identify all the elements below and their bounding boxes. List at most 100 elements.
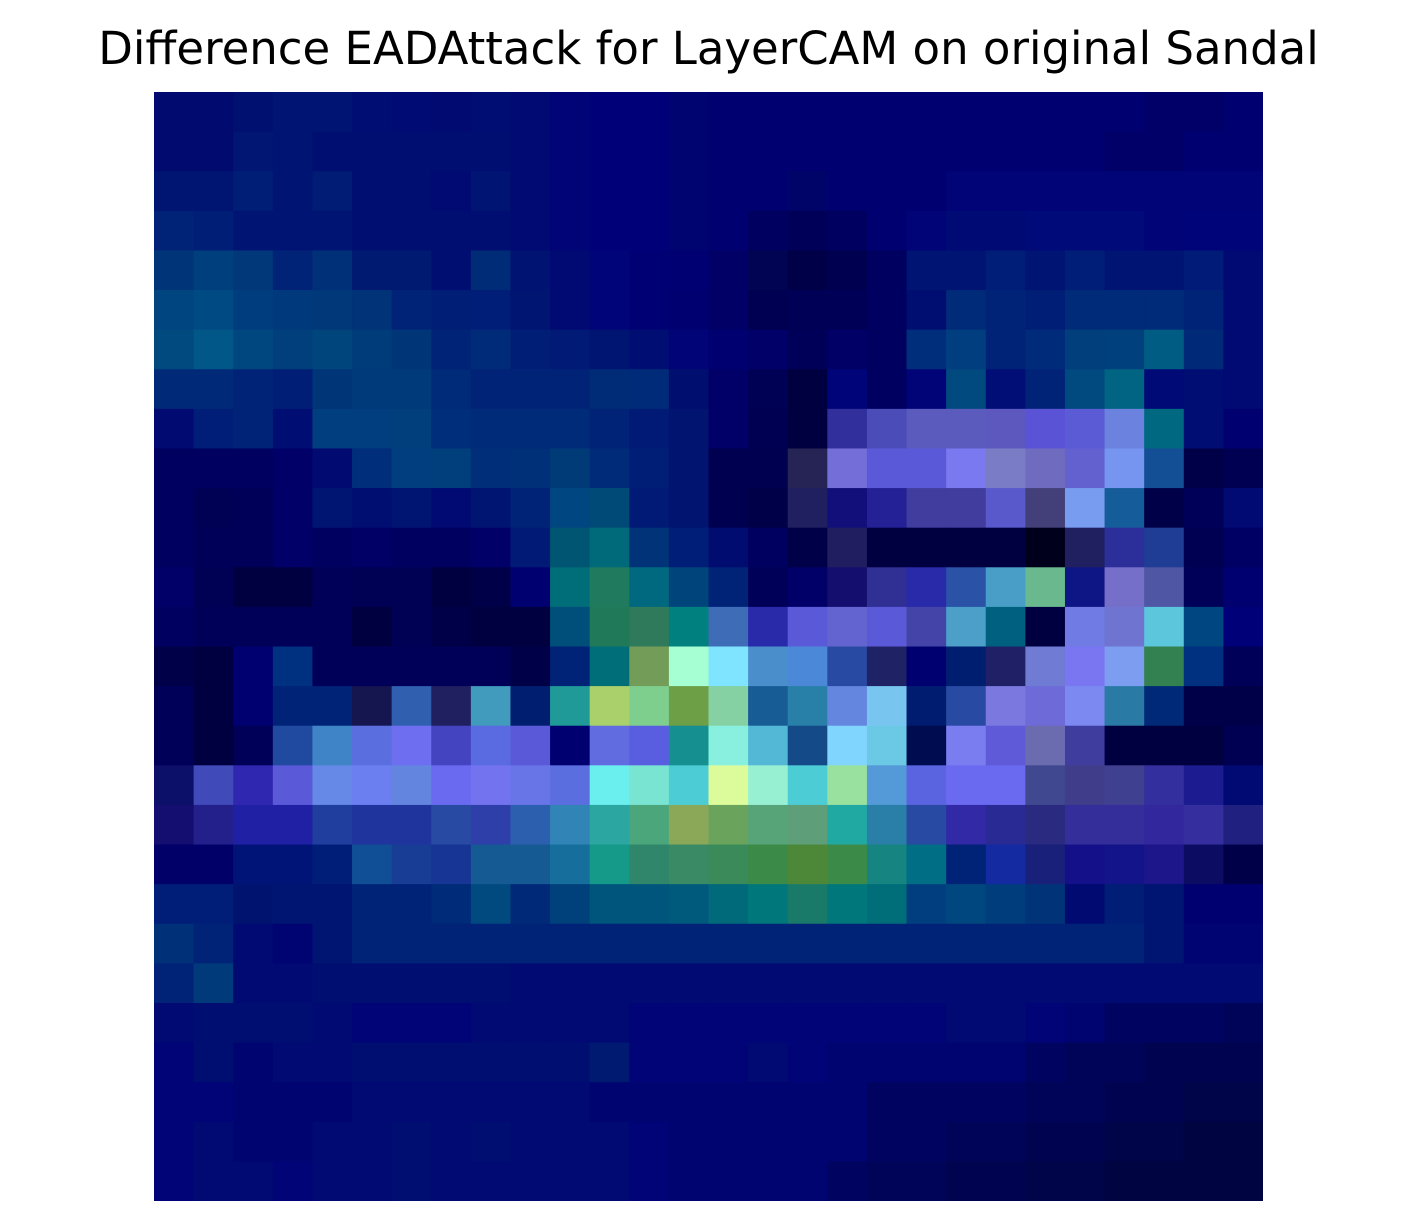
heatmap-cell <box>312 1121 353 1162</box>
heatmap-cell <box>312 1042 353 1083</box>
heatmap-cell <box>589 646 630 687</box>
heatmap-cell <box>233 92 274 133</box>
heatmap-cell <box>550 171 591 212</box>
heatmap-cell <box>946 369 987 410</box>
heatmap-cell <box>352 765 393 806</box>
heatmap-cell <box>193 686 234 727</box>
heatmap-cell <box>1025 250 1066 291</box>
heatmap-cell <box>272 171 314 212</box>
heatmap-cell <box>391 488 432 529</box>
heatmap-cell <box>550 1082 591 1123</box>
heatmap-cell <box>668 567 710 608</box>
heatmap-cell <box>1104 488 1145 529</box>
heatmap-cell <box>510 250 551 291</box>
heatmap-cell <box>1144 804 1185 846</box>
heatmap-cell <box>906 329 947 370</box>
heatmap-cell <box>1025 646 1066 687</box>
heatmap-cell <box>589 686 630 727</box>
heatmap-cell <box>866 171 908 212</box>
heatmap-cell <box>154 1082 195 1123</box>
heatmap-cell <box>550 963 591 1004</box>
heatmap-cell <box>787 488 828 529</box>
heatmap-cell <box>312 923 353 964</box>
heatmap-cell <box>391 686 432 727</box>
heatmap-cell <box>1183 1082 1224 1123</box>
heatmap-cell <box>352 1121 393 1162</box>
heatmap-cell <box>748 171 789 212</box>
heatmap-cell <box>1064 765 1106 806</box>
heatmap-cell <box>470 171 512 212</box>
heatmap-cell <box>906 606 947 648</box>
heatmap-cell <box>272 448 314 489</box>
layercam-difference-heatmap-image <box>154 92 1263 1201</box>
heatmap-cell <box>470 606 512 648</box>
heatmap-cell <box>233 290 274 331</box>
heatmap-cell <box>193 884 234 925</box>
heatmap-cell <box>154 1042 195 1083</box>
heatmap-cell <box>510 765 551 806</box>
heatmap-cell <box>1104 686 1145 727</box>
heatmap-cell <box>154 369 195 410</box>
heatmap-cell <box>1183 884 1224 925</box>
heatmap-cell <box>391 646 432 687</box>
heatmap-cell <box>946 884 987 925</box>
heatmap-cell <box>233 963 274 1004</box>
heatmap-cell <box>787 923 828 964</box>
heatmap-cell <box>550 606 591 648</box>
heatmap-cell <box>431 725 472 766</box>
heatmap-cell <box>391 606 432 648</box>
heatmap-cell <box>589 92 630 133</box>
heatmap-cell <box>629 527 670 568</box>
heatmap-cell <box>352 171 393 212</box>
heatmap-cell <box>470 765 512 806</box>
heatmap-cell <box>1025 606 1066 648</box>
heatmap-cell <box>708 329 749 370</box>
heatmap-cell <box>1144 448 1185 489</box>
heatmap-cell <box>1223 1082 1263 1123</box>
heatmap-cell <box>827 765 868 806</box>
heatmap-cell <box>193 606 234 648</box>
heatmap-cell <box>154 92 195 133</box>
heatmap-cell <box>1223 329 1263 370</box>
heatmap-cell <box>1223 408 1263 450</box>
heatmap-cell <box>352 646 393 687</box>
heatmap-cell <box>866 606 908 648</box>
heatmap-cell <box>154 408 195 450</box>
heatmap-cell <box>827 1082 868 1123</box>
heatmap-cell <box>193 1042 234 1083</box>
heatmap-cell <box>946 646 987 687</box>
heatmap-cell <box>787 567 828 608</box>
heatmap-cell <box>1025 804 1066 846</box>
heatmap-cell <box>233 329 274 370</box>
heatmap-cell <box>946 1121 987 1162</box>
heatmap-cell <box>1144 1121 1185 1162</box>
heatmap-cell <box>154 844 195 885</box>
heatmap-cell <box>312 606 353 648</box>
heatmap-cell <box>906 210 947 252</box>
heatmap-cell <box>748 408 789 450</box>
heatmap-cell <box>233 488 274 529</box>
heatmap-cell <box>629 408 670 450</box>
heatmap-cell <box>233 923 274 964</box>
heatmap-cell <box>1144 290 1185 331</box>
heatmap-cell <box>589 369 630 410</box>
heatmap-cell <box>1144 408 1185 450</box>
heatmap-cell <box>193 210 234 252</box>
heatmap-cell <box>748 131 789 172</box>
heatmap-cell <box>431 606 472 648</box>
heatmap-cell <box>1064 369 1106 410</box>
heatmap-cell <box>946 804 987 846</box>
heatmap-cell <box>431 567 472 608</box>
heatmap-cell <box>748 210 789 252</box>
heatmap-cell <box>1223 488 1263 529</box>
heatmap-cell <box>1223 131 1263 172</box>
heatmap-cell <box>272 92 314 133</box>
heatmap-cell <box>866 923 908 964</box>
heatmap-cell <box>510 448 551 489</box>
heatmap-cell <box>550 1161 591 1201</box>
heatmap-cell <box>312 765 353 806</box>
heatmap-cell <box>748 329 789 370</box>
heatmap-cell <box>391 963 432 1004</box>
heatmap-cell <box>550 369 591 410</box>
heatmap-cell <box>1104 963 1145 1004</box>
